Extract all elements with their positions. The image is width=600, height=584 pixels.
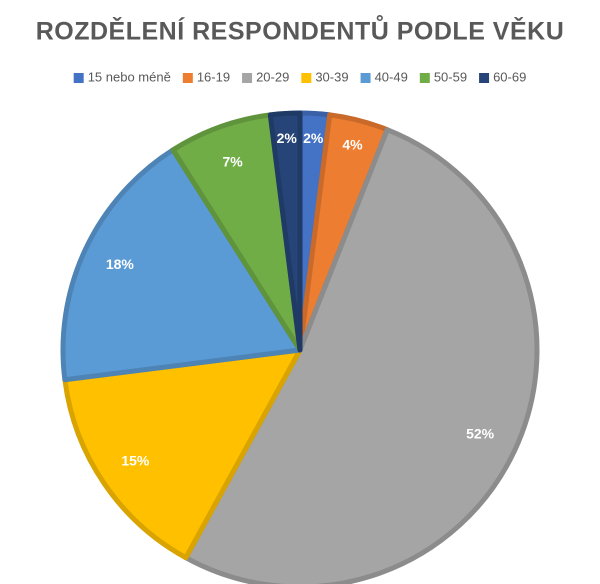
data-label: 7%	[222, 153, 243, 169]
data-label: 52%	[466, 425, 495, 441]
data-label: 2%	[303, 130, 324, 146]
legend-swatch	[73, 73, 84, 83]
legend-label: 20-29	[256, 69, 289, 84]
legend-label: 60-69	[493, 69, 526, 84]
data-label: 4%	[342, 136, 363, 152]
legend-swatch	[419, 73, 430, 83]
data-label: 2%	[277, 130, 298, 146]
pie-slice	[267, 110, 303, 353]
legend-label: 30-39	[315, 69, 348, 84]
chart-title: ROZDĚLENÍ RESPONDENTŮ PODLE VĚKU	[36, 14, 565, 46]
pie-slice	[183, 127, 540, 584]
legend-swatch	[479, 73, 490, 83]
pie-slice	[62, 347, 303, 561]
pie-slice	[60, 147, 303, 383]
legend: 15 nebo méně 16-19 20-29 30-39 40-49 50-59 60-…	[73, 69, 526, 84]
data-label: 18%	[106, 256, 135, 272]
data-label: 15%	[121, 453, 150, 469]
legend-swatch	[360, 73, 371, 83]
legend-label: 50-59	[434, 69, 467, 84]
legend-label: 16-19	[197, 69, 230, 84]
legend-swatch	[301, 73, 312, 83]
legend-label: 15 nebo méně	[88, 69, 171, 84]
legend-swatch	[182, 73, 193, 83]
legend-swatch	[242, 73, 253, 83]
legend-label: 40-49	[375, 69, 408, 84]
